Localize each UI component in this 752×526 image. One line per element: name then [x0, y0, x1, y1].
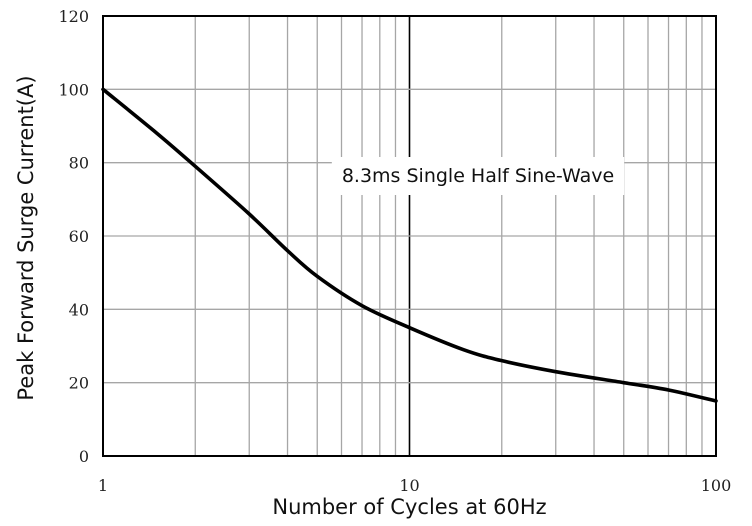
y-tick-label: 80 [69, 154, 89, 173]
y-tick-label: 60 [69, 227, 89, 246]
series-line [101, 87, 718, 403]
y-axis-label: Peak Forward Surge Current(A) [14, 75, 38, 400]
grid [103, 16, 716, 456]
x-axis-label: Number of Cycles at 60Hz [272, 495, 546, 519]
annotation-background [331, 157, 625, 195]
x-tick-label: 1 [98, 476, 108, 495]
x-tick-label: 100 [701, 476, 732, 495]
series-layer [101, 87, 718, 403]
y-tick-label: 0 [79, 447, 89, 466]
y-tick-label: 40 [69, 300, 89, 319]
annotation-label: 8.3ms Single Half Sine-Wave [342, 165, 614, 187]
y-tick-label: 120 [58, 7, 89, 26]
x-tick-label: 10 [399, 476, 419, 495]
y-tick-label: 20 [69, 374, 89, 393]
plot-frame [102, 15, 717, 457]
y-tick-label: 100 [58, 80, 89, 99]
